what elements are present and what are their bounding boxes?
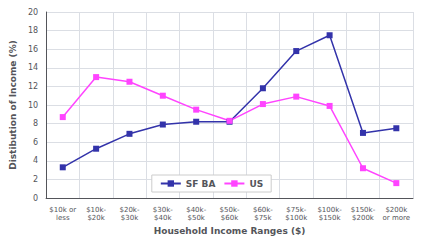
svg-text:$20k: $20k <box>87 214 105 222</box>
svg-text:8: 8 <box>33 119 38 128</box>
svg-text:$75k-: $75k- <box>286 206 306 214</box>
svg-text:12: 12 <box>28 82 38 91</box>
svg-text:4: 4 <box>33 156 38 165</box>
svg-text:SF BA: SF BA <box>186 179 216 189</box>
svg-text:$75k: $75k <box>254 214 272 222</box>
svg-text:$200k: $200k <box>352 214 375 222</box>
svg-text:US: US <box>249 179 263 189</box>
svg-text:10: 10 <box>28 101 38 110</box>
svg-text:$40k: $40k <box>154 214 172 222</box>
svg-text:$10k or: $10k or <box>49 206 76 214</box>
svg-text:$50k-: $50k- <box>220 206 240 214</box>
svg-text:Household Income Ranges ($): Household Income Ranges ($) <box>154 226 306 236</box>
svg-text:$20k-: $20k- <box>119 206 139 214</box>
svg-text:$60k: $60k <box>221 214 239 222</box>
svg-text:$100k: $100k <box>285 214 308 222</box>
svg-text:$200k: $200k <box>385 206 408 214</box>
svg-text:$150k-: $150k- <box>351 206 376 214</box>
svg-text:$30k: $30k <box>121 214 139 222</box>
svg-text:6: 6 <box>33 138 38 147</box>
svg-text:less: less <box>56 214 70 222</box>
svg-text:2: 2 <box>33 175 38 184</box>
svg-text:$40k-: $40k- <box>186 206 206 214</box>
svg-text:0: 0 <box>33 194 38 203</box>
svg-text:18: 18 <box>28 26 38 35</box>
svg-text:20: 20 <box>28 8 38 17</box>
svg-text:or more: or more <box>383 214 411 222</box>
svg-text:$50k: $50k <box>187 214 205 222</box>
svg-text:16: 16 <box>28 45 38 54</box>
svg-text:$60k-: $60k- <box>253 206 273 214</box>
svg-text:$10k-: $10k- <box>86 206 106 214</box>
svg-text:$30k-: $30k- <box>153 206 173 214</box>
svg-text:$150k: $150k <box>319 214 342 222</box>
svg-text:Distibution of Income (%): Distibution of Income (%) <box>8 40 18 170</box>
svg-text:14: 14 <box>28 63 38 72</box>
svg-text:$100k-: $100k- <box>317 206 342 214</box>
